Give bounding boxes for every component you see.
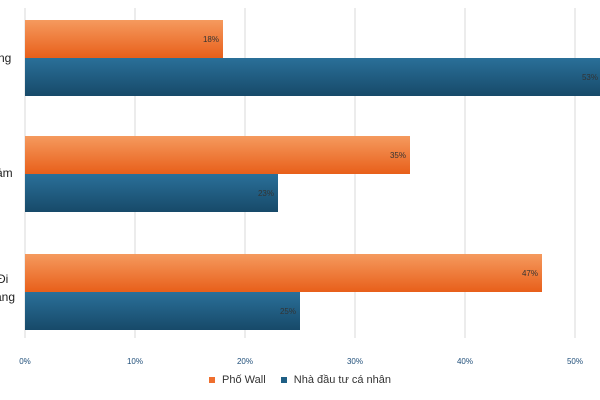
data-label-s1-c2: 35% (390, 151, 406, 160)
category-label-1: ng (0, 51, 11, 65)
category-label-3-line1: Đi (0, 272, 8, 286)
legend-item-series-2: Nhà đầu tư cá nhân (280, 374, 392, 386)
x-tick-label-5: 50% (567, 357, 583, 366)
data-label-s2-c1: 53% (582, 73, 598, 82)
legend-item-series-1: Phố Wall (208, 374, 266, 386)
data-label-s1-c1: 18% (203, 35, 219, 44)
x-tick-label-1: 10% (127, 357, 143, 366)
bars: 18% 53% 35% 23% 47% 25% (25, 20, 600, 330)
bar-s1-c1 (25, 20, 223, 58)
bar-s1-c2 (25, 136, 410, 174)
category-labels: ng ảm Đi ang (0, 51, 15, 304)
data-label-s1-c3: 47% (522, 269, 538, 278)
legend: Phố Wall Nhà đầu tư cá nhân (0, 374, 600, 386)
x-axis-ticks: 0% 10% 20% 30% 40% 50% (19, 357, 583, 366)
legend-label-series-1: Phố Wall (222, 374, 266, 386)
legend-swatch-orange (208, 377, 215, 384)
x-tick-label-2: 20% (237, 357, 253, 366)
legend-swatch-blue (280, 377, 287, 384)
data-label-s2-c3: 25% (280, 307, 296, 316)
bar-s2-c3 (25, 292, 300, 330)
x-tick-label-4: 40% (457, 357, 473, 366)
bar-s2-c1 (25, 58, 600, 96)
data-label-s2-c2: 23% (258, 189, 274, 198)
legend-label-series-2: Nhà đầu tư cá nhân (293, 374, 392, 386)
x-tick-label-3: 30% (347, 357, 363, 366)
category-label-2: ảm (0, 166, 13, 180)
category-label-3-line2: ang (0, 290, 15, 304)
x-tick-label-0: 0% (19, 357, 31, 366)
bar-s1-c3 (25, 254, 542, 292)
bar-s2-c2 (25, 174, 278, 212)
